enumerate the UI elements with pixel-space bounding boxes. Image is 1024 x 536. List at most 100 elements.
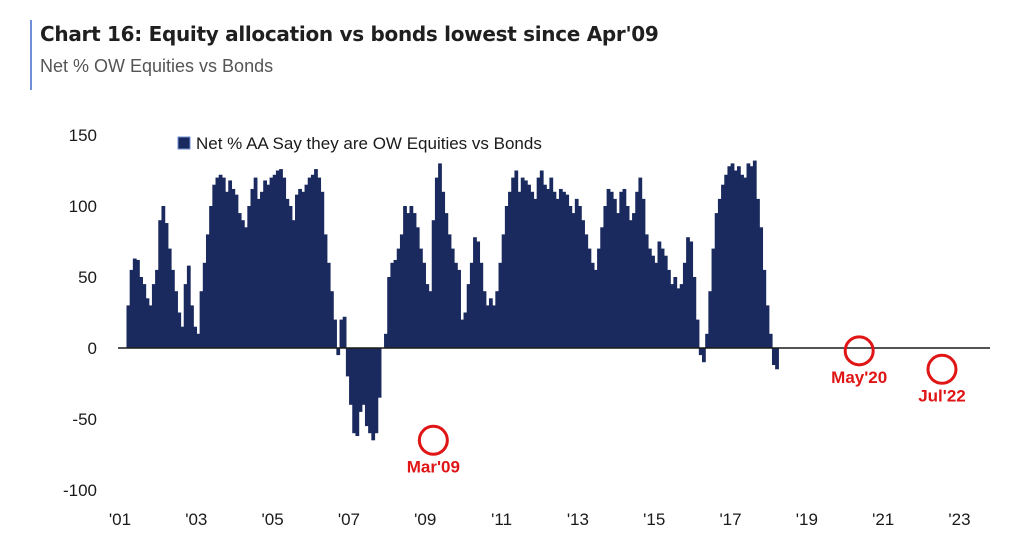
bar (314, 169, 318, 348)
bar (310, 174, 315, 348)
bar (711, 248, 716, 348)
bar (431, 220, 436, 348)
bar (549, 177, 554, 348)
bar (463, 312, 468, 348)
bar (142, 284, 147, 348)
bar (511, 177, 516, 348)
bar (339, 319, 344, 348)
bar (578, 206, 582, 348)
bar (256, 198, 261, 348)
bar (568, 206, 573, 348)
bar (689, 241, 694, 348)
bar (155, 269, 159, 348)
x-tick-label: '19 (796, 510, 818, 529)
bar (574, 198, 579, 348)
bar (148, 305, 153, 348)
bar (558, 188, 563, 348)
bar (555, 198, 560, 348)
bar (202, 262, 207, 348)
bar (597, 248, 601, 348)
bar (673, 277, 678, 348)
x-tick-label: '21 (872, 510, 894, 529)
bar (438, 163, 442, 348)
bar (215, 177, 220, 348)
bar (562, 191, 566, 348)
bar (641, 198, 646, 348)
bar (743, 177, 748, 348)
bar (349, 348, 353, 405)
bars-group (126, 160, 779, 441)
bar (733, 170, 738, 348)
bar (244, 227, 248, 348)
bar (460, 319, 465, 348)
bar (587, 248, 592, 348)
bar (403, 206, 407, 348)
annotation-circle (417, 424, 449, 456)
bar (358, 348, 363, 412)
bar (415, 227, 420, 348)
bar (320, 191, 325, 348)
bar (352, 348, 357, 434)
bar (298, 188, 302, 348)
bar (759, 227, 764, 348)
bar (371, 348, 376, 441)
y-tick-label: -100 (63, 481, 97, 500)
bar (584, 234, 589, 348)
bar (454, 262, 458, 348)
bar (638, 177, 643, 348)
bar (508, 191, 512, 348)
bar (307, 177, 312, 348)
bar (275, 170, 280, 348)
bar (387, 277, 391, 348)
legend-swatch (177, 136, 191, 150)
bar (612, 198, 617, 348)
bar (196, 333, 201, 348)
bar (167, 248, 172, 348)
y-tick-label: 100 (69, 197, 97, 216)
legend: Net % AA Say they are OW Equities vs Bon… (177, 134, 542, 153)
bar (225, 191, 229, 348)
bar (692, 277, 697, 348)
bar (702, 348, 706, 363)
bar (329, 291, 334, 348)
legend-label: Net % AA Say they are OW Equities vs Bon… (196, 134, 542, 153)
bar (333, 319, 337, 348)
bar (536, 177, 541, 348)
x-axis-ticks: '01 '03 '05 '07 '09 '11 '13 '15 '17 '19 '21 '23 (109, 510, 971, 529)
bar (492, 305, 496, 348)
bar (590, 262, 595, 348)
bar (441, 191, 446, 348)
bar (546, 188, 550, 348)
bar (326, 262, 331, 348)
bar (393, 259, 398, 348)
bar (295, 194, 299, 348)
annotation-circle (926, 353, 958, 385)
bar (164, 223, 169, 348)
annotation-circle (843, 335, 875, 367)
bar (565, 194, 570, 348)
bar (721, 184, 725, 348)
annotations: Mar'09 May'20 Jul'22 (407, 335, 966, 476)
annotation-label: Jul'22 (918, 386, 966, 405)
y-tick-label: 0 (88, 339, 97, 358)
y-tick-label: 150 (69, 126, 97, 145)
bar (364, 348, 369, 427)
bar (323, 234, 328, 348)
bar (145, 298, 150, 348)
bar (151, 284, 156, 348)
bar (660, 248, 665, 348)
x-tick-label: '23 (948, 510, 970, 529)
bar (428, 291, 433, 348)
bar (129, 269, 134, 348)
bar (247, 206, 252, 348)
bar (479, 262, 484, 348)
bar (377, 348, 382, 398)
bar (285, 198, 290, 348)
bar (422, 262, 426, 348)
bar (221, 177, 226, 348)
bar (679, 284, 684, 348)
bar (231, 188, 236, 348)
bar (345, 348, 350, 377)
bar (657, 241, 662, 348)
bar (444, 213, 449, 348)
